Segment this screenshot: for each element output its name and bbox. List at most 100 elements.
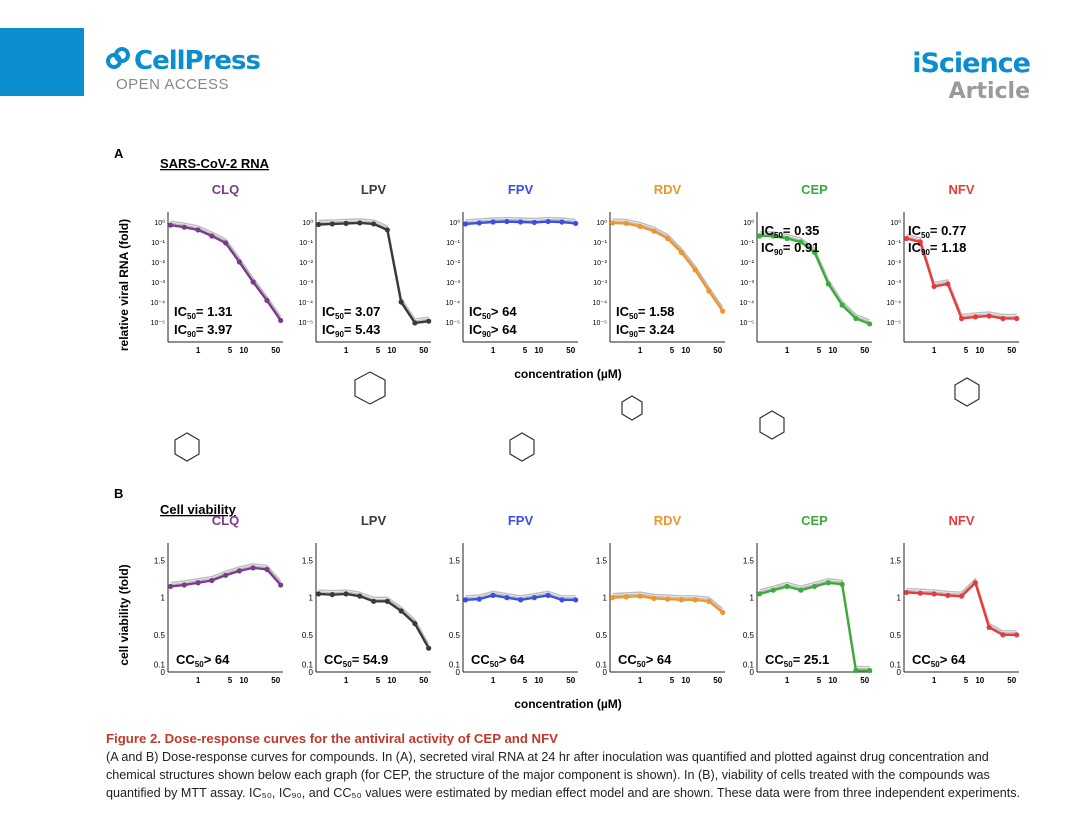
fpv-b-point: [476, 596, 482, 602]
nfv-b-title: NFV: [949, 513, 975, 528]
rdv-a-ytick: 10⁰: [596, 219, 607, 227]
cep-b-point: [756, 591, 763, 597]
rdv-a-point: [651, 228, 657, 234]
cep-a-xtick: 5: [817, 346, 822, 355]
rdv-b-point: [609, 595, 616, 601]
lpv-b-point: [329, 592, 335, 598]
fpv-b-xtick: 10: [534, 676, 543, 685]
rdv-a-title: RDV: [654, 182, 682, 197]
cep-b-point: [825, 580, 831, 586]
clq-structure: [174, 432, 200, 462]
rdv-b-ytick: 1.5: [596, 556, 608, 565]
cep-a-point: [867, 321, 873, 327]
nfv-b-point: [1014, 632, 1020, 638]
fpv-a-ytick: 10⁻²: [446, 260, 460, 267]
cep-b-ytick: 0.1: [743, 661, 755, 670]
cep-a-title: CEP: [801, 182, 828, 197]
rdv-b-point: [678, 597, 684, 603]
clq-b-xtick: 50: [271, 676, 280, 685]
clq-a-point: [167, 222, 174, 228]
lpv-b-ytick: 0: [309, 668, 314, 677]
nfv-b-point: [972, 580, 978, 586]
open-access-label: OPEN ACCESS: [116, 76, 230, 93]
fpv-b-ytick: 1: [456, 594, 461, 603]
rdv-b-xtick: 5: [670, 676, 675, 685]
clq-a-ytick: 10⁰: [154, 219, 165, 227]
rdv-a-ytick: 10⁻⁵: [593, 320, 607, 327]
cep-a-point: [756, 233, 763, 239]
cep-a-point: [811, 249, 818, 256]
cep-a-xtick: 1: [785, 346, 790, 355]
cep-a-ic50-label: IC50= 0.35: [761, 223, 819, 240]
fpv-a-ic90-label: IC90> 64: [469, 322, 517, 339]
cep-a-ytick: 10⁻³: [740, 280, 754, 287]
nfv-structure: [954, 377, 980, 407]
cep-a-point: [798, 239, 804, 245]
fpv-b-point: [517, 597, 524, 603]
cep-b-ytick: 0.5: [743, 631, 755, 640]
clq-a-xtick: 50: [271, 346, 280, 355]
cep-structure: [759, 410, 785, 440]
cep-b-point: [798, 587, 804, 593]
lpv-a-ytick: 10⁻¹: [299, 240, 313, 247]
cep-a-xtick: 50: [860, 346, 869, 355]
nfv-a-xtick: 5: [964, 346, 969, 355]
nfv-a-title: NFV: [949, 182, 975, 197]
rdv-b-xtick: 50: [713, 676, 722, 685]
fpv-b-replicate-line: [465, 590, 576, 597]
clq-b-point: [264, 566, 270, 572]
fpv-b-point: [490, 592, 496, 598]
rdv-a-xtick: 50: [713, 346, 722, 355]
lpv-b-point: [315, 591, 322, 597]
clq-a-ytick: 10⁻⁴: [151, 300, 166, 307]
fpv-a-ic50-label: IC50> 64: [469, 304, 517, 321]
nfv-a-xtick: 1: [932, 346, 937, 355]
lpv-a-title: LPV: [361, 182, 387, 197]
nfv-b-point: [958, 593, 965, 599]
rdv-b-point: [651, 595, 657, 601]
rdv-a-point: [609, 220, 616, 226]
nfv-b-point: [945, 592, 951, 598]
clq-b-xtick: 10: [239, 676, 248, 685]
fpv-a-replicate-line: [465, 216, 576, 221]
fpv-a-title: FPV: [508, 182, 534, 197]
cep-a-ytick: 10⁻¹: [740, 240, 754, 247]
cep-a-point: [839, 302, 845, 308]
cep-b-ytick: 1: [750, 594, 755, 603]
publisher-logo: CellPress OPEN ACCESS: [106, 46, 261, 93]
panel-a-label: A: [114, 146, 124, 161]
clq-b-point: [167, 583, 174, 590]
lpv-a-replicate-line: [318, 218, 429, 320]
lpv-a-point: [384, 227, 390, 233]
nfv-b-point: [1000, 632, 1006, 638]
fpv-structure: [509, 432, 535, 462]
nfv-a-ic50-label: IC50= 0.77: [908, 223, 966, 240]
lpv-a-ic50-label: IC50= 3.07: [322, 304, 380, 321]
journal-header: iScience Article: [912, 48, 1031, 104]
clq-b-point: [236, 568, 242, 574]
rdv-a-ic90-label: IC90= 3.24: [616, 322, 675, 339]
clq-b-title: CLQ: [212, 513, 239, 528]
clq-a-ytick: 10⁻²: [151, 260, 165, 267]
clq-a-replicate-line: [170, 220, 282, 317]
rdv-a-point: [692, 267, 698, 273]
clq-a-point: [222, 240, 229, 246]
cep-a-ytick: 10⁻²: [740, 260, 754, 267]
fpv-b-ytick: 0.1: [449, 661, 461, 670]
nfv-b-point: [986, 624, 992, 630]
nfv-b-xtick: 5: [964, 676, 969, 685]
nfv-b-xtick: 1: [932, 676, 937, 685]
clq-a-ytick: 10⁻³: [151, 280, 165, 287]
fpv-a-point: [559, 219, 565, 225]
nfv-b-ytick: 0.5: [890, 631, 902, 640]
cep-b-point: [853, 667, 859, 674]
lpv-a-point: [412, 320, 418, 326]
cellpress-icon: [106, 46, 130, 76]
fpv-a-ytick: 10⁰: [449, 219, 460, 227]
clq-b-ytick: 0: [161, 668, 166, 677]
cep-a-point: [825, 281, 831, 287]
figure-caption: Figure 2. Dose-response curves for the a…: [106, 730, 1036, 802]
nfv-a-xtick: 50: [1007, 346, 1016, 355]
clq-b-point: [278, 582, 284, 588]
cep-a-replicate-line: [759, 231, 870, 321]
